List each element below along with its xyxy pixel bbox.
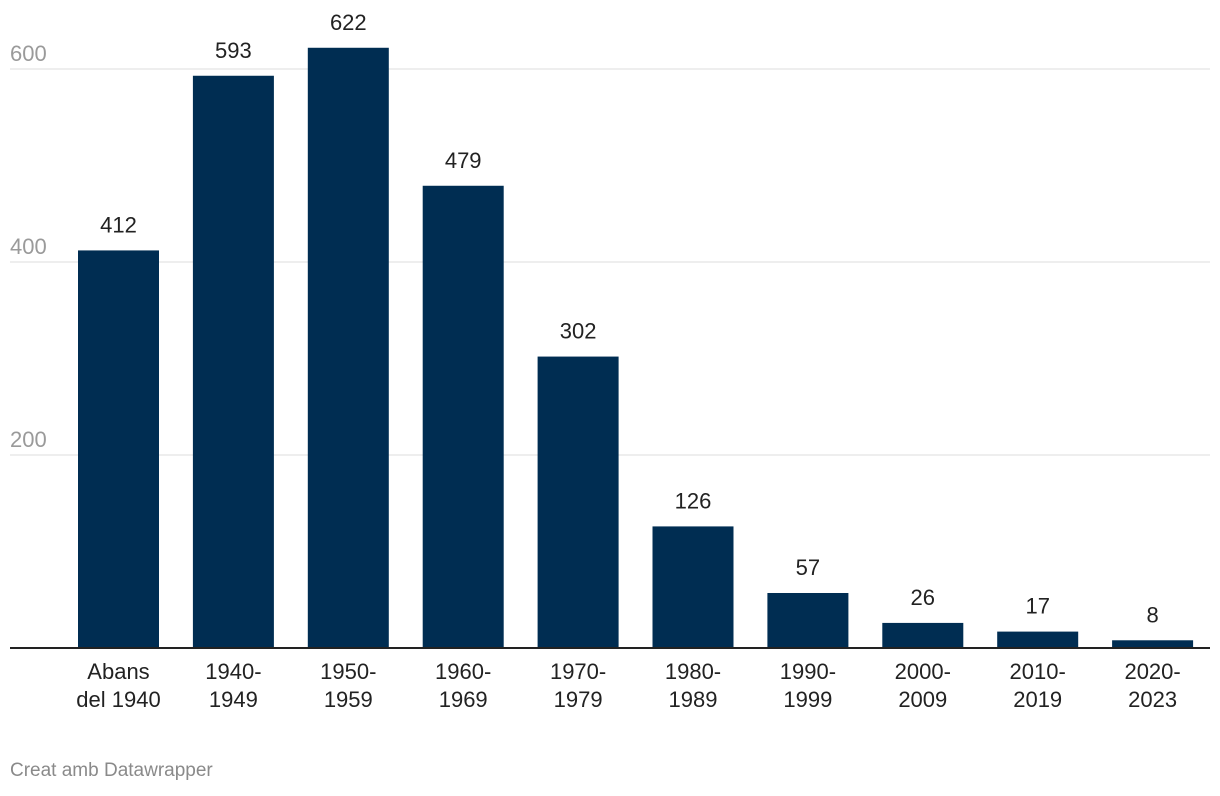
x-tick-label: 1980-1989 bbox=[665, 659, 721, 712]
bar bbox=[882, 622, 964, 648]
x-tick-label: 1960-1969 bbox=[435, 659, 491, 712]
x-axis: Abans del 1940 1940-1949 1950-1959 1960-1969… bbox=[10, 647, 1210, 712]
y-tick-label: 400 bbox=[10, 234, 47, 259]
x-tick-label: 2010-2019 bbox=[1010, 659, 1066, 712]
bar-chart: 200 400 600 412 593 622 479 302 126 57 26 17 8 Aban… bbox=[10, 10, 1210, 712]
x-tick-label: 2020-2023 bbox=[1124, 659, 1180, 712]
x-tick-label: Abans del 1940 bbox=[76, 659, 160, 712]
bar bbox=[307, 47, 389, 648]
x-tick-label: 2000-2009 bbox=[895, 659, 951, 712]
data-label: 126 bbox=[675, 488, 712, 513]
value-labels: 412 593 622 479 302 126 57 26 17 8 bbox=[100, 10, 1159, 628]
data-label: 412 bbox=[100, 212, 137, 237]
data-label: 57 bbox=[796, 555, 820, 580]
y-tick-label: 200 bbox=[10, 427, 47, 452]
bar bbox=[422, 185, 504, 648]
data-label: 26 bbox=[911, 585, 935, 610]
x-tick-label: 1940-1949 bbox=[205, 659, 261, 712]
x-tick-label: 1990-1999 bbox=[780, 659, 836, 712]
data-label: 8 bbox=[1146, 602, 1158, 627]
bar bbox=[78, 250, 159, 649]
data-label: 593 bbox=[215, 38, 252, 63]
data-label: 17 bbox=[1025, 594, 1049, 619]
bar bbox=[537, 356, 619, 648]
bars bbox=[78, 47, 1194, 649]
data-label: 479 bbox=[445, 148, 482, 173]
bar bbox=[767, 592, 849, 648]
data-label: 622 bbox=[330, 10, 367, 35]
credit-text: Creat amb Datawrapper bbox=[10, 760, 213, 781]
y-tick-label: 600 bbox=[10, 41, 47, 66]
x-tick-label: 1950-1959 bbox=[320, 659, 376, 712]
bar bbox=[997, 631, 1079, 648]
bar bbox=[1112, 640, 1194, 648]
bar bbox=[192, 75, 274, 648]
bar bbox=[652, 526, 734, 648]
data-label: 302 bbox=[560, 319, 597, 344]
x-tick-label: 1970-1979 bbox=[550, 659, 606, 712]
